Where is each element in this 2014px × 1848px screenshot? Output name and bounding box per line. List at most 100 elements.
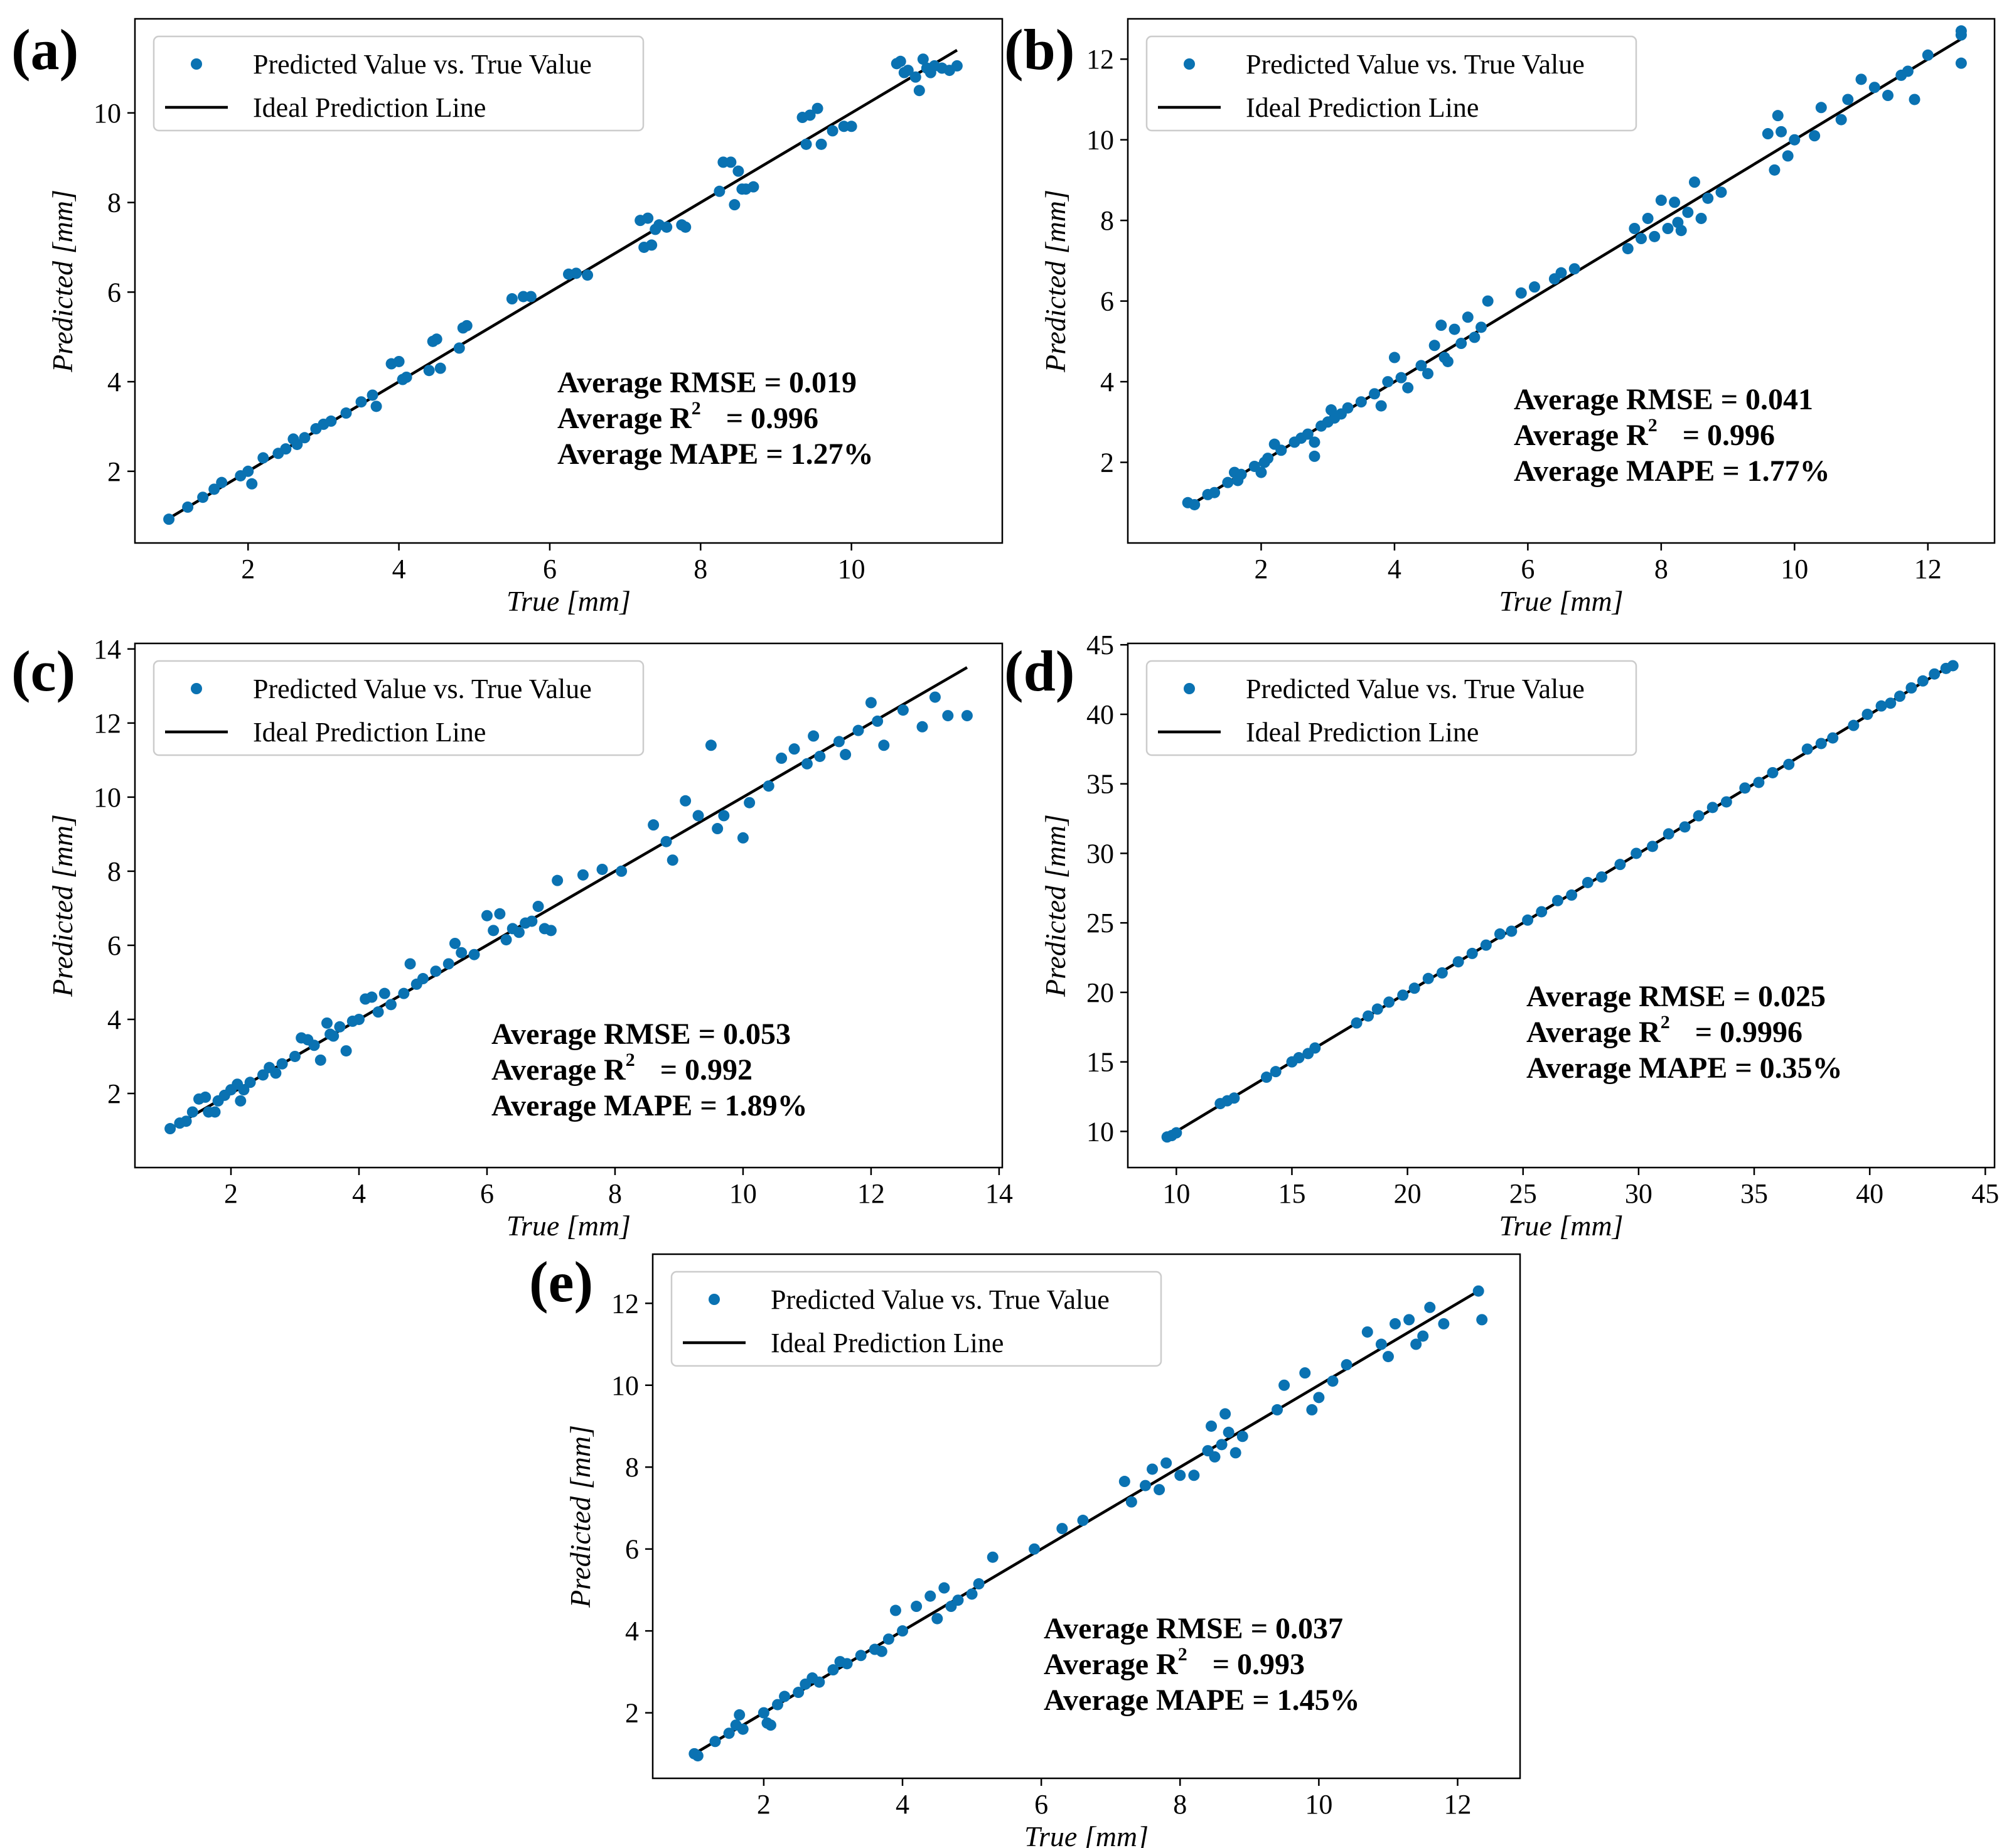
y-tick-label: 4 bbox=[625, 1616, 639, 1647]
data-point bbox=[246, 478, 258, 490]
data-point bbox=[1622, 243, 1634, 255]
stats-r2: Average R2 = 0.996 bbox=[557, 398, 818, 435]
data-point bbox=[725, 156, 737, 168]
data-point bbox=[961, 710, 973, 722]
y-tick-label: 2 bbox=[107, 456, 121, 487]
data-point bbox=[924, 1590, 936, 1602]
y-tick-label: 8 bbox=[1100, 205, 1114, 236]
panel-b: (b) 2 4 6 8 10 12 2 4 6 8 10 12 True [mm] Predicted [m… bbox=[1004, 18, 1996, 617]
data-point bbox=[763, 780, 774, 792]
x-tick-label: 4 bbox=[352, 1178, 366, 1209]
data-point bbox=[1739, 782, 1751, 794]
data-point bbox=[1449, 323, 1460, 335]
x-tick-label: 6 bbox=[543, 554, 557, 584]
y-tick-label: 2 bbox=[1100, 448, 1114, 478]
data-point bbox=[1649, 230, 1661, 242]
data-point bbox=[276, 1058, 288, 1070]
data-point bbox=[1815, 738, 1827, 749]
data-point bbox=[1327, 1375, 1339, 1387]
stats-mape: Average MAPE = 1.77% bbox=[1514, 454, 1830, 488]
data-point bbox=[1469, 331, 1481, 343]
legend: Predicted Value vs. True Value Ideal Pred… bbox=[670, 1270, 1162, 1367]
y-axis-label: Predicted [mm] bbox=[46, 814, 78, 997]
data-point bbox=[186, 1106, 198, 1118]
data-point bbox=[952, 1594, 964, 1606]
data-point bbox=[776, 752, 788, 764]
data-point bbox=[1302, 428, 1314, 440]
data-point bbox=[1922, 49, 1934, 61]
data-point bbox=[1551, 894, 1563, 906]
data-point bbox=[902, 65, 914, 77]
data-point bbox=[1947, 660, 1959, 672]
data-point bbox=[897, 1625, 909, 1637]
data-point bbox=[793, 1687, 805, 1699]
legend-points-label: Predicted Value vs. True Value bbox=[253, 49, 592, 80]
data-point bbox=[1629, 223, 1641, 234]
data-point bbox=[1389, 1318, 1401, 1330]
data-point bbox=[1861, 708, 1873, 720]
y-tick-label: 10 bbox=[94, 98, 121, 129]
data-point bbox=[1480, 939, 1492, 951]
data-point bbox=[723, 1727, 735, 1739]
x-tick-label: 8 bbox=[1654, 554, 1668, 584]
data-point bbox=[712, 823, 724, 835]
data-point bbox=[646, 239, 658, 251]
data-point bbox=[772, 1699, 784, 1711]
data-point bbox=[577, 869, 589, 881]
data-point bbox=[291, 438, 303, 450]
data-point bbox=[1693, 810, 1705, 822]
x-tick-label: 10 bbox=[1781, 554, 1808, 584]
data-point bbox=[182, 501, 194, 513]
panel-c: (c) 2 4 6 8 10 12 14 2 4 6 8 10 12 14 True [mm] Predicte… bbox=[11, 634, 1013, 1242]
data-point bbox=[235, 1095, 247, 1107]
data-point bbox=[1382, 1351, 1394, 1363]
ideal-prediction-line bbox=[166, 666, 968, 1132]
stats-rmse: Average RMSE = 0.053 bbox=[491, 1018, 791, 1051]
data-point bbox=[1309, 450, 1320, 462]
data-point bbox=[1905, 682, 1917, 694]
data-point bbox=[1688, 176, 1700, 188]
x-tick-label: 12 bbox=[1914, 554, 1942, 584]
data-point bbox=[744, 797, 756, 808]
stats-mape: Average MAPE = 0.35% bbox=[1526, 1051, 1843, 1085]
data-point bbox=[1568, 263, 1580, 275]
data-point bbox=[1894, 690, 1906, 702]
panel-label: (a) bbox=[11, 18, 78, 82]
stats-r2-superscript: 2 bbox=[692, 398, 701, 419]
y-tick-label: 12 bbox=[611, 1288, 639, 1319]
data-point bbox=[1663, 828, 1674, 840]
plot-frame bbox=[134, 18, 1004, 544]
data-point bbox=[852, 724, 864, 736]
data-point bbox=[434, 362, 446, 374]
data-point bbox=[1529, 281, 1541, 293]
x-tick-label: 4 bbox=[1388, 554, 1401, 584]
x-tick-label: 10 bbox=[838, 554, 865, 584]
y-tick-label: 8 bbox=[107, 188, 121, 218]
stats-rmse: Average RMSE = 0.025 bbox=[1526, 980, 1826, 1013]
data-point bbox=[1272, 1404, 1283, 1416]
data-point bbox=[404, 958, 416, 970]
data-point bbox=[1885, 697, 1897, 709]
data-point bbox=[423, 365, 435, 377]
data-point bbox=[734, 1709, 746, 1721]
data-point bbox=[1438, 1318, 1450, 1330]
data-point bbox=[1189, 498, 1201, 510]
data-point bbox=[616, 865, 628, 877]
x-axis-label: True [mm] bbox=[1499, 1210, 1623, 1242]
legend: Predicted Value vs. True Value Ideal Pred… bbox=[153, 660, 645, 756]
data-point bbox=[442, 958, 454, 970]
data-point bbox=[1160, 1457, 1172, 1469]
data-point bbox=[1875, 700, 1887, 712]
data-point bbox=[876, 1645, 887, 1657]
x-tick-label: 25 bbox=[1509, 1178, 1537, 1209]
y-tick-label: 12 bbox=[94, 708, 121, 739]
data-point bbox=[1309, 1042, 1321, 1054]
data-point bbox=[827, 1664, 839, 1676]
legend-box bbox=[1145, 35, 1637, 132]
data-point bbox=[481, 910, 493, 921]
legend-line-label: Ideal Prediction Line bbox=[253, 92, 486, 123]
